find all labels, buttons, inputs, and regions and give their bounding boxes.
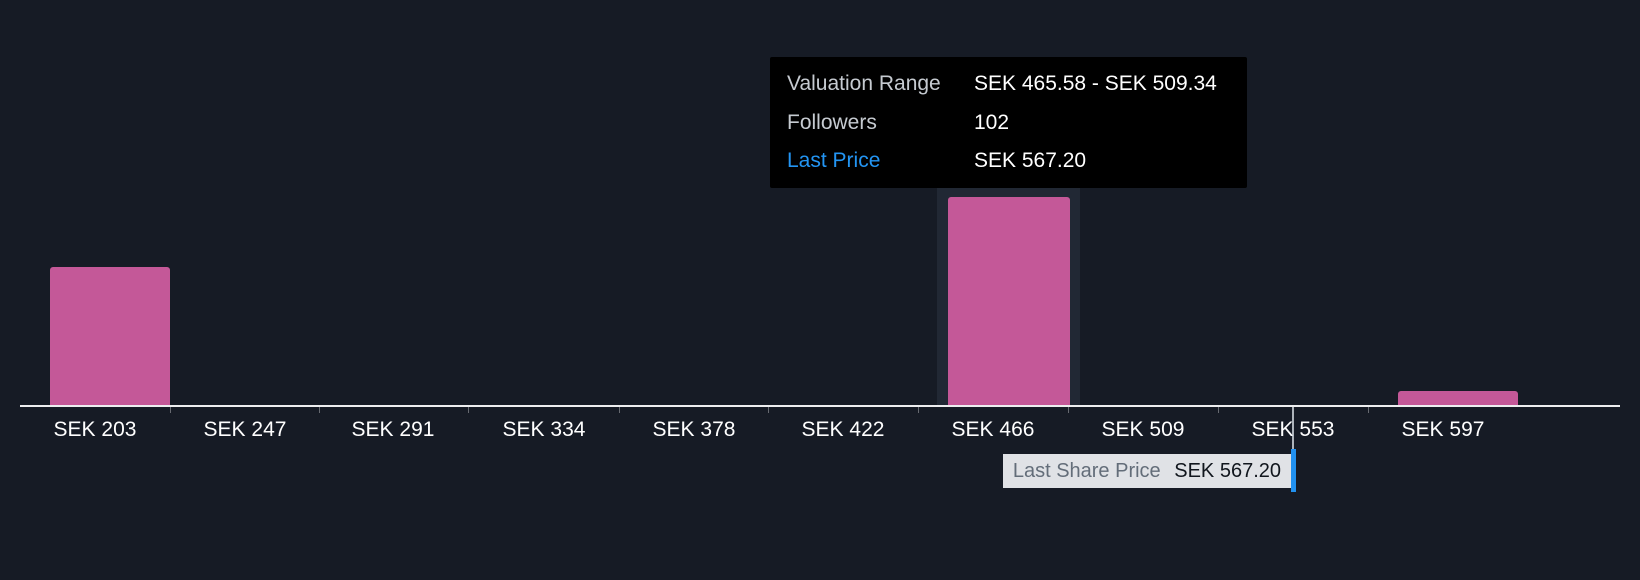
last-share-price-chip: Last Share Price SEK 567.20: [1002, 454, 1291, 488]
last-price-marker-line: [1291, 449, 1296, 492]
tooltip-row-valuation-range: Valuation Range SEK 465.58 - SEK 509.34: [787, 70, 1230, 98]
x-axis-tick-label: SEK 422: [801, 418, 885, 441]
tooltip-row-last-price: Last Price SEK 567.20: [787, 147, 1230, 175]
x-axis-tick-label: SEK 203: [53, 418, 137, 441]
axis-tick: [468, 407, 469, 413]
axis-tick: [1218, 407, 1219, 413]
tooltip-label: Last Price: [787, 149, 881, 172]
tooltip-value: 102: [974, 110, 1010, 134]
axis-tick: [1068, 407, 1069, 413]
last-price-marker-tick: [1292, 407, 1294, 449]
last-share-price-value: SEK 567.20: [1174, 460, 1281, 482]
x-axis-tick-label: SEK 291: [351, 418, 435, 441]
x-axis-tick-label: SEK 378: [652, 418, 736, 441]
last-share-price-label: Last Share Price: [1012, 460, 1161, 482]
x-axis-line: [20, 405, 1620, 407]
tooltip-label: Followers: [787, 110, 877, 134]
axis-tick: [918, 407, 919, 413]
axis-tick: [319, 407, 320, 413]
hover-tooltip: Valuation Range SEK 465.58 - SEK 509.34 …: [770, 57, 1247, 188]
tooltip-value: SEK 465.58 - SEK 509.34: [974, 72, 1217, 95]
axis-tick: [619, 407, 620, 413]
x-axis-tick-label: SEK 247: [203, 418, 287, 441]
histogram-bar[interactable]: [50, 267, 170, 407]
tooltip-value: SEK 567.20: [974, 149, 1087, 172]
x-axis-tick-label: SEK 334: [502, 418, 586, 441]
x-axis-tick-label: SEK 509: [1101, 418, 1185, 441]
axis-tick: [768, 407, 769, 413]
axis-tick: [170, 407, 171, 413]
histogram-bar-highlighted[interactable]: [948, 197, 1070, 407]
tooltip-row-followers: Followers 102: [787, 109, 1230, 137]
x-axis-tick-label: SEK 466: [951, 418, 1035, 441]
tooltip-label: Valuation Range: [787, 72, 941, 95]
x-axis-tick-label: SEK 597: [1401, 418, 1485, 441]
histogram-bar[interactable]: [1398, 391, 1518, 407]
axis-tick: [1368, 407, 1369, 413]
